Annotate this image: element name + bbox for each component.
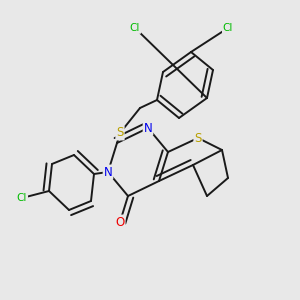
Text: S: S bbox=[194, 131, 202, 145]
Text: Cl: Cl bbox=[17, 193, 27, 203]
Text: O: O bbox=[116, 215, 124, 229]
Text: Cl: Cl bbox=[223, 23, 233, 33]
Text: S: S bbox=[116, 127, 124, 140]
Text: N: N bbox=[103, 166, 112, 178]
Text: Cl: Cl bbox=[130, 23, 140, 33]
Text: N: N bbox=[144, 122, 152, 134]
